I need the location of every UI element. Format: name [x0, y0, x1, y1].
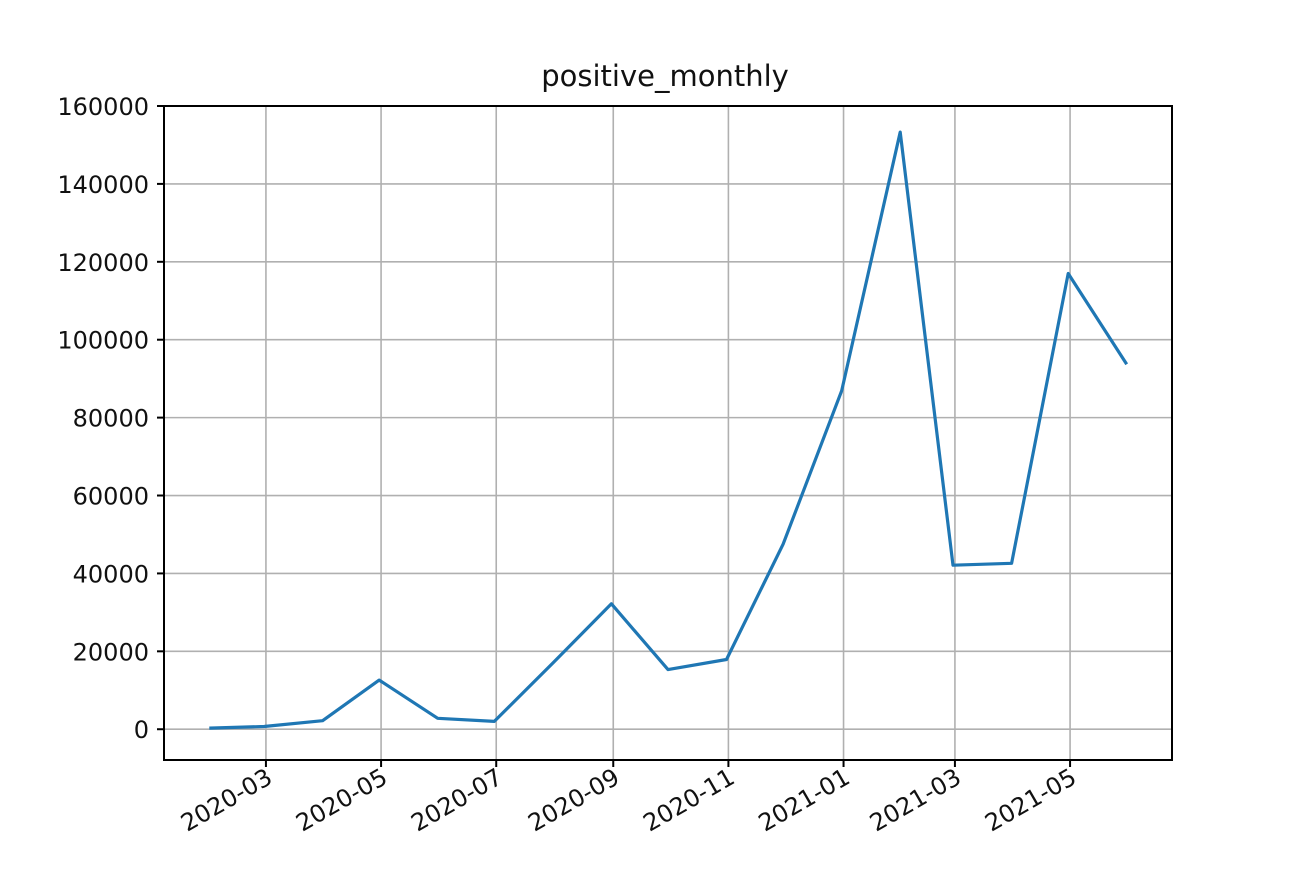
x-tick-label: 2020-07 — [406, 763, 507, 837]
y-tick-label: 40000 — [73, 560, 149, 588]
y-tick-label: 0 — [134, 716, 149, 744]
y-tick-label: 80000 — [73, 405, 149, 433]
grid — [164, 106, 1172, 760]
chart-title: positive_monthly — [541, 59, 789, 93]
x-tick-label: 2020-09 — [523, 763, 624, 837]
y-tick-label: 140000 — [57, 171, 149, 199]
y-tick-label: 120000 — [57, 249, 149, 277]
x-tick-label: 2021-05 — [980, 763, 1081, 837]
y-tick-label: 60000 — [73, 483, 149, 511]
x-tick-label: 2021-01 — [754, 763, 855, 837]
y-axis: 0 20000 40000 60000 80000 100000 120000 140000 1… — [57, 93, 164, 744]
y-tick-label: 160000 — [57, 93, 149, 121]
plot-frame — [164, 106, 1172, 760]
y-tick-label: 100000 — [57, 327, 149, 355]
series-layer — [209, 132, 1127, 728]
series-line — [209, 132, 1126, 728]
x-tick-label: 2020-03 — [176, 763, 277, 837]
x-tick-label: 2020-05 — [291, 763, 392, 837]
y-tick-label: 20000 — [73, 638, 149, 666]
x-tick-label: 2021-03 — [865, 763, 966, 837]
x-tick-label: 2020-11 — [639, 763, 740, 837]
